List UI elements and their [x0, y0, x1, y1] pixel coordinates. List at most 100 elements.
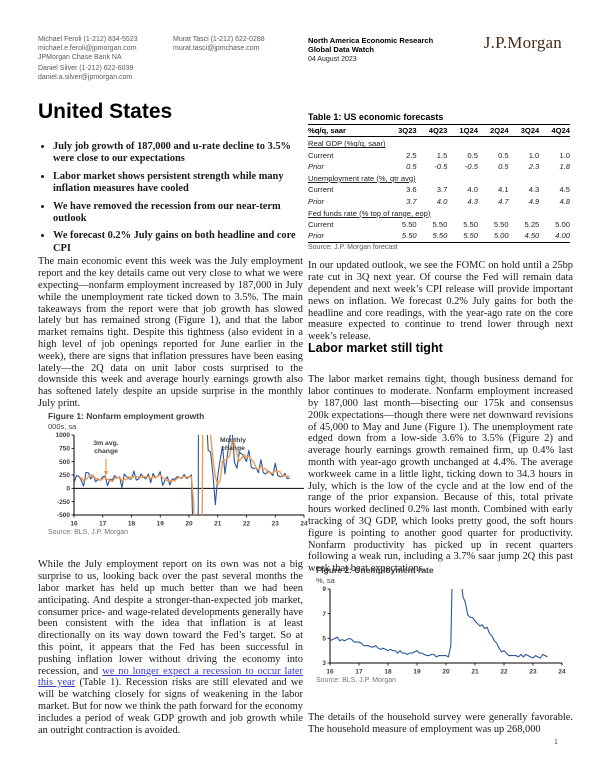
- cell: 2.5: [406, 150, 417, 160]
- page-title: United States: [38, 100, 173, 123]
- cell: 4.3: [528, 185, 540, 195]
- svg-text:3: 3: [322, 660, 326, 667]
- table-row: Prior 5.50 5.50 5.50 5.00 4.50 4.00: [308, 231, 570, 243]
- cell: 0.5: [498, 161, 509, 171]
- right-paragraph-2: The labor market remains tight, though b…: [308, 374, 573, 575]
- svg-text:250: 250: [59, 472, 70, 479]
- table-1: Table 1: US economic forecasts %q/q, saa…: [308, 112, 570, 251]
- svg-text:7: 7: [322, 611, 326, 618]
- cell: 3.7: [436, 185, 448, 195]
- cell: 3.6: [406, 185, 417, 195]
- cell: 5.50: [432, 220, 448, 230]
- svg-text:9: 9: [322, 586, 326, 593]
- svg-text:22: 22: [500, 669, 508, 676]
- page-number: 1: [553, 737, 558, 746]
- contact-block-2: Murat Tasci (1-212) 622-0288 murat.tasci…: [173, 36, 265, 54]
- cell: 0.5: [406, 161, 417, 171]
- cell: -0.5: [464, 161, 478, 171]
- section-row: Unemployment rate (%, qtr avg): [308, 172, 570, 184]
- cell: 4.9: [528, 196, 540, 206]
- contact-name-phone: Murat Tasci (1-212) 622-0288: [173, 36, 265, 43]
- figure-2-caption: Figure 2: Unemployment rate: [316, 565, 434, 575]
- svg-text:23: 23: [272, 521, 280, 528]
- table-row: Prior 0.5 -0.5 -0.5 0.5 2.3 1.8: [308, 161, 570, 171]
- cell: 4.00: [555, 231, 570, 241]
- left-paragraph-2: While the July employment report on its …: [38, 559, 303, 736]
- cell: 1.8: [559, 161, 570, 171]
- svg-text:16: 16: [326, 669, 334, 676]
- svg-text:17: 17: [355, 669, 363, 676]
- svg-text:750: 750: [59, 446, 70, 453]
- summary-bullets: July job growth of 187,000 and u-rate de…: [38, 141, 304, 260]
- cell: 1.0: [559, 150, 570, 160]
- bullet-item: Labor market shows persistent strength w…: [53, 171, 304, 196]
- cell: 5.50: [463, 220, 478, 230]
- col-header: 1Q24: [459, 126, 478, 136]
- paragraph-text: While the July employment report on its …: [38, 559, 303, 677]
- cell: 5.50: [432, 231, 448, 241]
- cell: 5.50: [401, 220, 417, 230]
- col-header: %q/q, saar: [308, 126, 346, 136]
- right-paragraph-3: The details of the household survey were…: [308, 712, 573, 736]
- table-1-title: Table 1: US economic forecasts: [308, 112, 570, 125]
- cell: 4.3: [467, 196, 478, 206]
- section-heading: Labor market still tight: [308, 341, 443, 355]
- cell: 4.0: [436, 196, 448, 206]
- figure-1-caption: Figure 1: Nonfarm employment growth: [48, 411, 205, 421]
- svg-text:17: 17: [99, 521, 107, 528]
- col-header: 3Q24: [520, 126, 540, 136]
- section-label: Fed funds rate (% top of range, eop): [308, 208, 431, 218]
- svg-text:16: 16: [70, 521, 78, 528]
- research-header: North America Economic Research Global D…: [308, 36, 433, 64]
- svg-text:22: 22: [243, 521, 251, 528]
- cell: 5.50: [401, 231, 417, 241]
- svg-text:21: 21: [214, 521, 222, 528]
- col-header: 4Q23: [428, 126, 448, 136]
- cell: 5.00: [493, 231, 509, 241]
- svg-text:21: 21: [471, 669, 479, 676]
- forecast-table: %q/q, saar 3Q23 4Q23 1Q24 2Q24 3Q24 4Q24…: [308, 125, 570, 243]
- contact-email: daniel.a.silver@jpmorgan.com: [38, 74, 133, 82]
- svg-text:change: change: [221, 445, 245, 452]
- svg-text:Monthly: Monthly: [220, 437, 246, 444]
- cell: 3.7: [406, 196, 417, 206]
- cell: 2.3: [528, 161, 540, 171]
- cell: 4.7: [498, 196, 509, 206]
- svg-text:19: 19: [413, 669, 421, 676]
- col-header: 3Q23: [398, 126, 417, 136]
- svg-text:1000: 1000: [56, 432, 71, 439]
- cell: 0.5: [498, 150, 509, 160]
- figure-2-source: Source: BLS, J.P. Morgan: [316, 677, 397, 684]
- section-label: Unemployment rate (%, qtr avg): [308, 173, 416, 183]
- jpmorgan-logo: J.P.Morgan: [483, 33, 562, 52]
- svg-text:-250: -250: [57, 499, 70, 506]
- svg-text:3m avg.: 3m avg.: [93, 440, 118, 447]
- svg-text:-500: -500: [57, 512, 70, 519]
- cell: 1.0: [528, 150, 540, 160]
- svg-text:19: 19: [157, 521, 165, 528]
- svg-text:500: 500: [59, 459, 70, 466]
- svg-text:5: 5: [322, 636, 326, 643]
- bullet-item: We forecast 0.2% July gains on both head…: [53, 230, 304, 255]
- svg-text:18: 18: [128, 521, 136, 528]
- publication-date: 04 August 2023: [308, 56, 357, 63]
- paragraph-text: (Table 1). Recession risks are still ele…: [38, 677, 303, 736]
- contact-email: murat.tasci@jpmchase.com: [173, 44, 260, 52]
- cell: 5.00: [555, 220, 570, 230]
- section-row: Fed funds rate (% top of range, eop): [308, 207, 570, 219]
- contact-block-1: Michael Feroli (1-212) 834-5523 michael.…: [38, 36, 138, 83]
- col-header: 2Q24: [490, 126, 509, 136]
- svg-text:24: 24: [558, 669, 566, 676]
- col-header: 4Q24: [551, 126, 570, 136]
- bullet-item: We have removed the recession from our n…: [53, 201, 304, 226]
- figure-1-source: Source: BLS, J.P. Morgan: [48, 529, 129, 536]
- table-row: Prior 3.7 4.0 4.3 4.7 4.9 4.8: [308, 196, 570, 206]
- svg-text:change: change: [94, 448, 118, 455]
- cell: 4.1: [498, 185, 509, 195]
- svg-text:20: 20: [185, 521, 193, 528]
- bullet-item: July job growth of 187,000 and u-rate de…: [53, 141, 304, 166]
- recession-outlook-link[interactable]: we no longer expect a recession to occur…: [38, 665, 303, 689]
- svg-text:24: 24: [300, 521, 308, 528]
- research-group: North America Economic Research: [308, 36, 434, 45]
